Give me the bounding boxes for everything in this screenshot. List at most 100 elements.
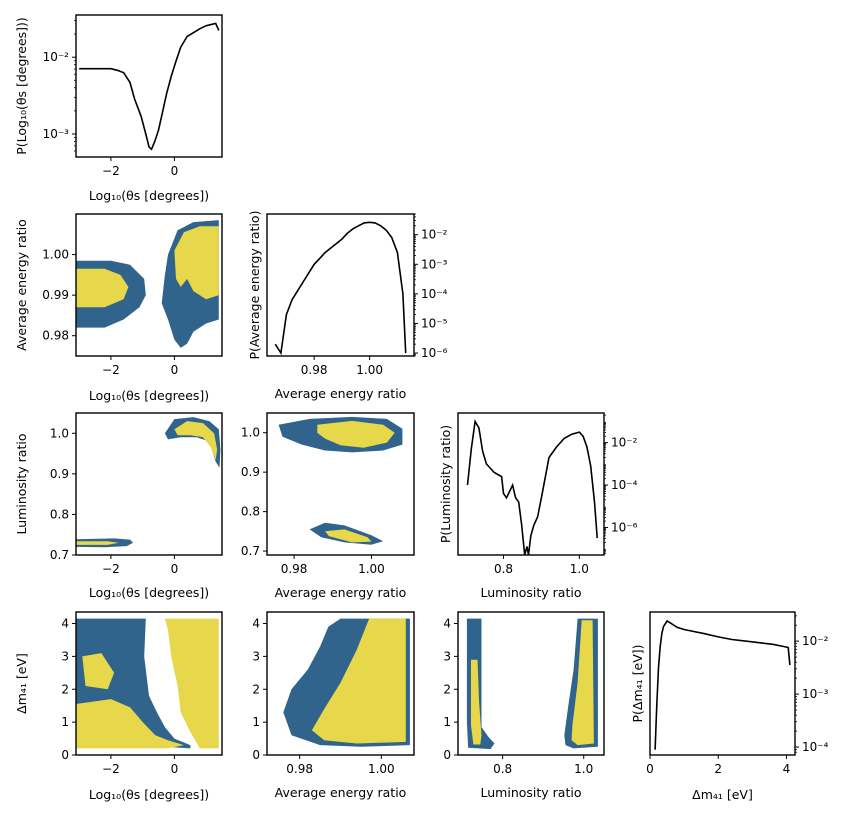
h-mass-theta-xlabel: Log₁₀(θs [degrees]) — [89, 787, 209, 802]
h-mass-lum-region-inner-3 — [571, 620, 594, 746]
h-mass-energy-frame — [266, 611, 415, 756]
h-lum-energy-xtick-label-1: 1.00 — [358, 562, 385, 576]
h-mass-energy-panel: 0.98 1.00 0 1 2 3 4 Average energy ratio — [252, 611, 415, 800]
p-theta-ytick-label-1: 10⁻³ — [43, 127, 70, 141]
p-theta-xlabel: Log₁₀(θs [degrees]) — [89, 188, 209, 203]
p-lum-ylabel: P(Luminosity ratio) — [438, 425, 453, 543]
h-mass-lum-ytick-label-1: 1 — [443, 715, 451, 729]
h-mass-lum-xtick-label-1: 1.0 — [574, 762, 593, 776]
h-lum-energy-xlabel: Average energy ratio — [275, 585, 407, 600]
h-energy-theta-plot-area — [76, 220, 219, 348]
p-theta-series-line — [79, 22, 220, 151]
h-mass-lum-panel: 0.8 1.0 0 1 2 3 4 Luminosity ratio — [443, 611, 605, 800]
h-energy-theta-xtick-label-1: 0 — [171, 363, 179, 377]
p-mass-xtick-label-2: 4 — [783, 762, 791, 776]
p-mass-xtick-label-0: 0 — [646, 762, 654, 776]
h-lum-energy-region-inner-3 — [325, 529, 372, 543]
p-energy-plot-area — [274, 221, 407, 356]
h-mass-lum-ytick-label-3: 3 — [443, 649, 451, 663]
h-mass-theta-frame — [75, 611, 223, 756]
h-mass-energy-ytick-label-4: 4 — [252, 617, 260, 631]
p-lum-panel: 0.8 1.0 10⁻² 10⁻⁴ 10⁻⁶ Luminosity ratio P(Lumi… — [438, 412, 638, 600]
h-energy-theta-xtick-label-0: −2 — [102, 363, 120, 377]
h-mass-lum-ytick-label-4: 4 — [443, 617, 451, 631]
h-mass-energy-ytick-label-3: 3 — [252, 649, 260, 663]
h-energy-theta-ylabel: Average energy ratio — [14, 219, 29, 351]
p-lum-ytick-label-2: 10⁻⁶ — [611, 520, 638, 534]
h-mass-theta-plot-area — [76, 618, 219, 749]
p-mass-frame — [649, 611, 796, 756]
p-energy-ytick-label-2: 10⁻⁴ — [421, 287, 448, 301]
p-theta-panel: −2 0 10⁻² 10⁻³ Log₁₀(θs [degrees]) P(Log₁₀(θs… — [14, 14, 223, 203]
h-mass-theta-xtick-label-0: −2 — [102, 762, 120, 776]
h-lum-energy-region-inner-1 — [317, 420, 395, 448]
h-mass-theta-ytick-label-0: 0 — [61, 748, 69, 762]
p-energy-ytick-label-3: 10⁻⁵ — [421, 316, 448, 330]
h-lum-energy-ytick-label-3: 1.0 — [241, 426, 260, 440]
h-lum-theta-xlabel: Log₁₀(θs [degrees]) — [89, 585, 209, 600]
p-lum-plot-area — [466, 419, 598, 555]
p-energy-ytick-label-4: 10⁻⁶ — [421, 346, 448, 360]
h-mass-energy-ytick-label-0: 0 — [252, 748, 260, 762]
h-lum-theta-ytick-label-1: 0.8 — [50, 507, 69, 521]
p-lum-ytick-label-0: 10⁻² — [611, 436, 638, 450]
p-energy-ytick-label-1: 10⁻³ — [421, 257, 448, 271]
p-mass-xtick-label-1: 2 — [714, 762, 722, 776]
p-theta-ylabel: P(Log₁₀(θs [degrees])) — [14, 17, 29, 155]
p-mass-ytick-label-2: 10⁻⁴ — [802, 740, 829, 754]
p-energy-panel: 0.98 1.00 10⁻² 10⁻³ 10⁻⁴ 10⁻⁵ 10⁻⁶ Average ener… — [247, 211, 448, 401]
p-lum-xtick-label-1: 1.0 — [570, 562, 589, 576]
p-lum-xlabel: Luminosity ratio — [481, 585, 582, 600]
h-lum-theta-region-inner-3 — [174, 421, 218, 460]
h-lum-energy-plot-area — [278, 416, 403, 545]
h-energy-theta-ytick-label-2: 1.00 — [42, 248, 69, 262]
h-mass-lum-xtick-label-0: 0.8 — [493, 762, 512, 776]
h-lum-theta-ytick-label-2: 0.9 — [50, 467, 69, 481]
p-mass-series-line — [654, 619, 791, 750]
h-lum-energy-ytick-label-0: 0.7 — [241, 544, 260, 558]
h-lum-theta-panel: −2 0 0.7 0.8 0.9 1.0 Log₁₀(θs [degrees]) Lumino… — [14, 412, 223, 600]
h-mass-energy-xtick-label-0: 0.98 — [286, 762, 313, 776]
h-lum-theta-ytick-label-0: 0.7 — [50, 548, 69, 562]
p-lum-series-line — [466, 419, 598, 555]
h-mass-energy-region-inner-1 — [311, 618, 406, 744]
p-energy-frame — [266, 213, 415, 357]
h-energy-theta-xlabel: Log₁₀(θs [degrees]) — [89, 388, 209, 403]
h-energy-theta-ytick-label-0: 0.98 — [42, 329, 69, 343]
p-lum-frame — [457, 412, 605, 556]
p-mass-panel: 0 2 4 10⁻² 10⁻³ 10⁻⁴ Δm₄₁ [eV] P(Δm₄₁ [eV]) — [630, 611, 829, 802]
h-mass-theta-panel: −2 0 0 1 2 3 4 Log₁₀(θs [degrees]) Δm₄₁ [eV] — [14, 611, 223, 802]
p-mass-plot-area — [654, 619, 791, 750]
p-mass-ytick-label-1: 10⁻³ — [802, 687, 829, 701]
h-energy-theta-frame — [75, 213, 223, 357]
h-lum-energy-ytick-label-1: 0.8 — [241, 505, 260, 519]
h-mass-theta-ytick-label-3: 3 — [61, 649, 69, 663]
h-mass-energy-xtick-label-1: 1.00 — [368, 762, 395, 776]
p-mass-xlabel: Δm₄₁ [eV] — [692, 787, 753, 802]
p-mass-ytick-label-0: 10⁻² — [802, 634, 829, 648]
p-theta-plot-area — [79, 22, 220, 151]
h-mass-theta-region-inner-3 — [164, 618, 219, 749]
h-mass-lum-xlabel: Luminosity ratio — [481, 785, 582, 800]
h-energy-theta-panel: −2 0 0.98 0.99 1.00 Log₁₀(θs [degrees]) Averag… — [14, 213, 223, 403]
h-mass-theta-ytick-label-4: 4 — [61, 617, 69, 631]
h-energy-theta-region-inner-3 — [174, 226, 219, 300]
h-mass-theta-region-inner-1 — [76, 699, 184, 749]
h-mass-energy-ytick-label-1: 1 — [252, 715, 260, 729]
h-lum-theta-ytick-label-3: 1.0 — [50, 426, 69, 440]
h-mass-lum-frame — [457, 611, 605, 756]
h-mass-theta-ylabel: Δm₄₁ [eV] — [14, 653, 29, 714]
h-lum-theta-ylabel: Luminosity ratio — [14, 434, 29, 535]
p-energy-xtick-label-0: 0.98 — [301, 363, 328, 377]
h-lum-energy-panel: 0.98 1.00 0.7 0.8 0.9 1.0 Average energy ratio — [241, 412, 415, 600]
h-lum-theta-region-inner-1 — [76, 541, 119, 545]
h-mass-lum-ytick-label-2: 2 — [443, 682, 451, 696]
h-mass-theta-region-inner-2 — [82, 653, 115, 690]
h-mass-theta-ytick-label-1: 1 — [61, 715, 69, 729]
p-energy-xlabel: Average energy ratio — [275, 386, 407, 401]
p-energy-ylabel: P(Average energy ratio) — [247, 211, 262, 360]
h-mass-lum-ytick-label-0: 0 — [443, 748, 451, 762]
p-theta-xtick-label-0: −2 — [102, 164, 120, 178]
h-mass-energy-plot-area — [283, 618, 410, 747]
